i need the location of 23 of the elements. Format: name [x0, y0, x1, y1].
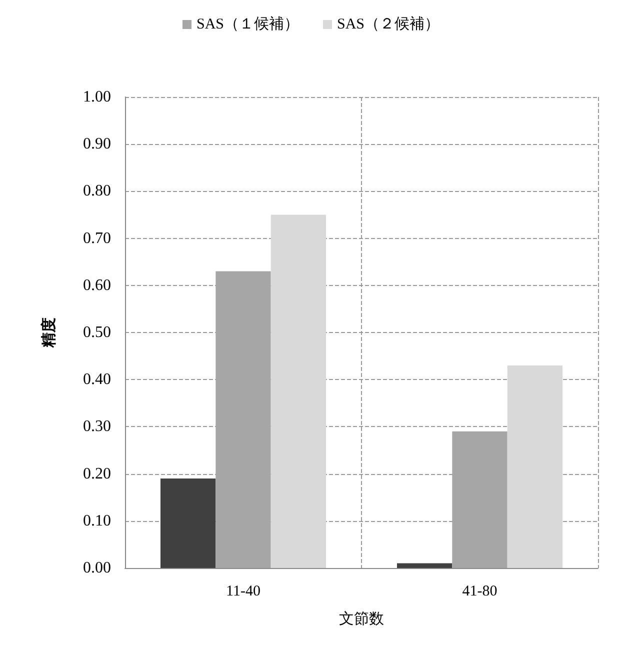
y-tick-label: 0.40	[83, 371, 111, 388]
bar	[160, 478, 216, 568]
y-tick-label: 0.00	[83, 560, 111, 576]
bar	[396, 563, 452, 568]
bar	[270, 214, 326, 568]
y-tick-label: 0.10	[83, 512, 111, 530]
x-tick-label: 11-40	[226, 584, 260, 600]
y-tick-label: 0.70	[83, 230, 111, 247]
y-tick-label: 0.50	[83, 324, 111, 341]
y-tick-label: 0.60	[83, 276, 111, 294]
legend-label: SAS（１候補）	[196, 16, 300, 32]
y-tick-label: 0.90	[83, 136, 111, 153]
x-tick-label: 41-80	[462, 584, 498, 600]
y-tick-label: 0.20	[83, 465, 111, 482]
y-tick-label: 0.30	[83, 418, 111, 436]
y-tick-label: 1.00	[83, 88, 111, 106]
bar	[216, 271, 271, 568]
legend-label: SAS（２候補）	[337, 16, 440, 32]
x-axis-title: 文節数	[339, 610, 384, 628]
bar	[452, 431, 508, 568]
bar	[507, 365, 563, 568]
y-tick-label: 0.80	[83, 182, 111, 200]
y-axis-title: 精度	[40, 318, 58, 348]
